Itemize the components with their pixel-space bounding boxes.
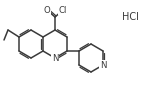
Text: O: O: [44, 5, 50, 15]
Text: N: N: [52, 54, 58, 62]
Text: HCl: HCl: [122, 12, 138, 22]
Text: Cl: Cl: [59, 5, 67, 15]
Text: N: N: [100, 60, 106, 70]
